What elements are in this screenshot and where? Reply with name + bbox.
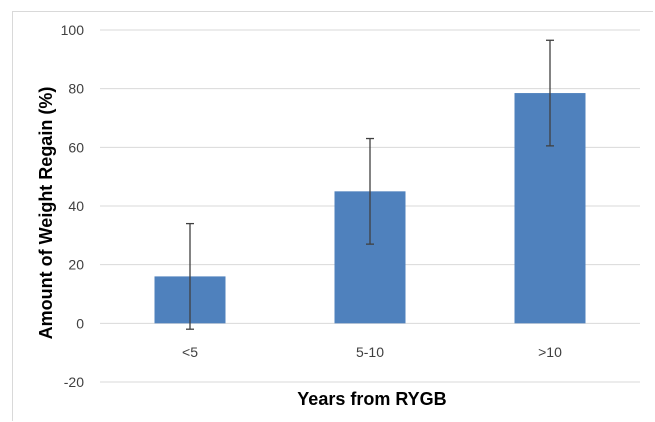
y-tick-label: 60 bbox=[68, 139, 84, 155]
y-tick-label: 80 bbox=[68, 81, 84, 97]
chart-frame bbox=[12, 11, 653, 421]
y-axis-title: Amount of Weight Regain (%) bbox=[36, 87, 56, 340]
y-tick-label: -20 bbox=[64, 374, 84, 390]
x-axis-ticks: <5 5-10 >10 bbox=[182, 344, 562, 360]
x-tick-label: <5 bbox=[182, 344, 198, 360]
y-tick-label: 100 bbox=[61, 22, 85, 38]
y-axis-ticks: -20 0 20 40 60 80 100 bbox=[61, 22, 85, 390]
y-tick-label: 20 bbox=[68, 257, 84, 273]
x-axis-title: Years from RYGB bbox=[297, 389, 446, 409]
x-tick-label: >10 bbox=[538, 344, 562, 360]
x-tick-label: 5-10 bbox=[356, 344, 384, 360]
y-tick-label: 40 bbox=[68, 198, 84, 214]
y-tick-label: 0 bbox=[76, 315, 84, 331]
error-bars bbox=[186, 39, 554, 330]
